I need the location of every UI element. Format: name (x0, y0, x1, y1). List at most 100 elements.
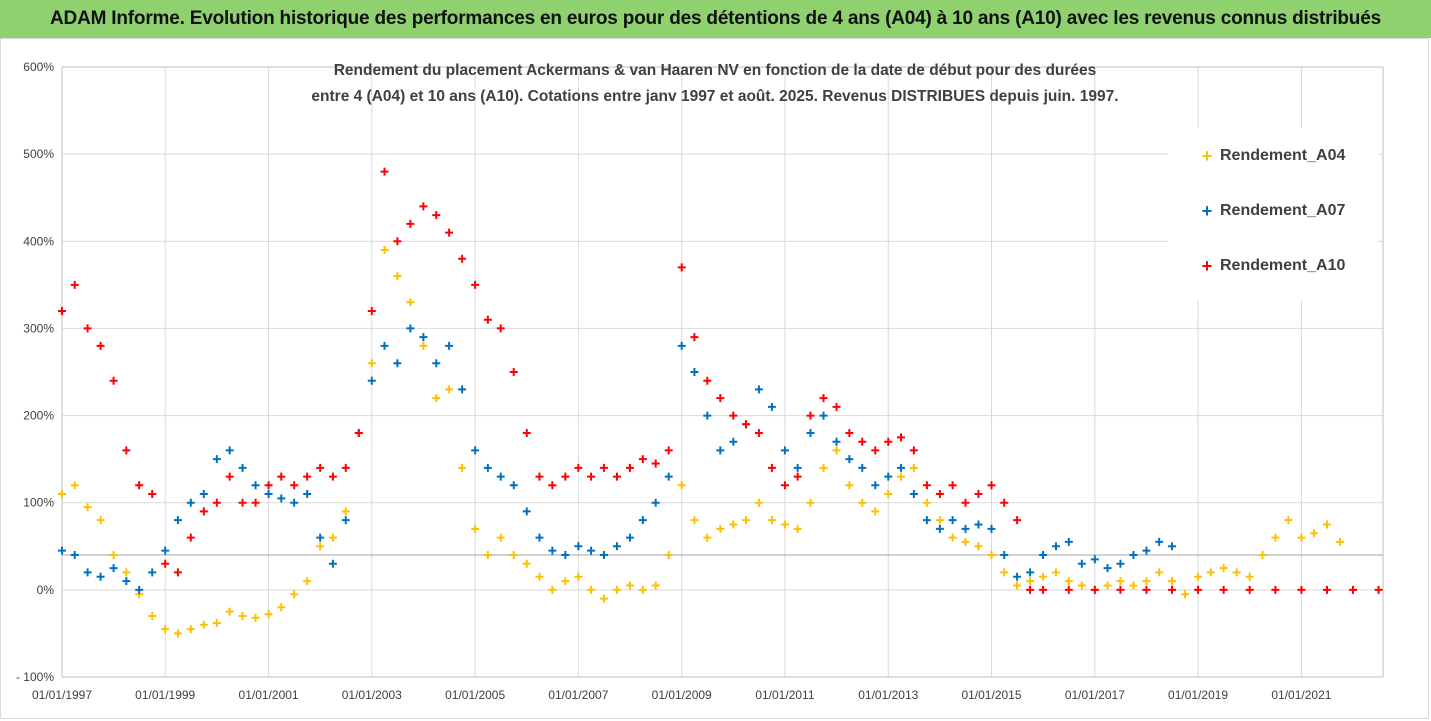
point-Rendement_A07-35 (509, 481, 518, 490)
point-Rendement_A04-70 (961, 537, 970, 546)
point-Rendement_A04-64 (884, 490, 893, 498)
chart-title-line-1: Rendement du placement Ackermans & van H… (333, 62, 1097, 79)
point-Rendement_A04-82 (1116, 577, 1125, 586)
point-Rendement_A10-58 (806, 411, 815, 420)
point-Rendement_A10-40 (574, 463, 583, 472)
point-Rendement_A10-13 (225, 472, 234, 481)
point-Rendement_A10-65 (897, 433, 906, 442)
point-Rendement_A07-26 (393, 359, 402, 368)
chart-frame (0, 38, 1429, 719)
point-Rendement_A07-21 (328, 559, 337, 568)
point-Rendement_A07-17 (277, 494, 286, 503)
point-Rendement_A04-72 (987, 551, 996, 559)
point-Rendement_A04-29 (432, 394, 441, 403)
point-Rendement_A07-62 (858, 463, 867, 472)
point-Rendement_A10-15 (251, 498, 260, 507)
point-Rendement_A07-10 (186, 498, 195, 507)
point-Rendement_A04-77 (1051, 568, 1060, 577)
point-Rendement_A10-16 (264, 481, 273, 490)
point-Rendement_A10-82 (1194, 585, 1203, 594)
point-Rendement_A04-58 (806, 498, 815, 507)
point-Rendement_A10-6 (135, 481, 144, 490)
point-Rendement_A07-16 (264, 490, 273, 498)
point-Rendement_A10-67 (922, 481, 931, 490)
point-Rendement_A04-55 (767, 516, 776, 525)
point-Rendement_A07-76 (1039, 551, 1048, 559)
point-Rendement_A10-66 (909, 446, 918, 455)
point-Rendement_A04-42 (599, 594, 608, 603)
point-Rendement_A04-37 (535, 572, 544, 581)
point-Rendement_A04-68 (935, 516, 944, 525)
x-tick-label-0: 01/01/1997 (32, 688, 92, 702)
point-Rendement_A04-67 (922, 498, 931, 507)
point-Rendement_A07-81 (1103, 564, 1112, 573)
point-Rendement_A04-75 (1026, 577, 1035, 586)
point-Rendement_A04-97 (1310, 529, 1319, 538)
point-Rendement_A04-1 (70, 481, 79, 490)
point-Rendement_A04-86 (1168, 577, 1177, 586)
point-Rendement_A04-59 (819, 463, 828, 472)
point-Rendement_A04-19 (303, 577, 312, 586)
point-Rendement_A04-27 (406, 298, 415, 307)
point-Rendement_A10-44 (625, 463, 634, 472)
point-Rendement_A10-10 (186, 533, 195, 542)
point-Rendement_A07-32 (471, 446, 480, 455)
point-Rendement_A07-63 (871, 481, 880, 490)
point-Rendement_A04-74 (1013, 581, 1022, 590)
point-Rendement_A04-47 (664, 551, 673, 559)
point-Rendement_A07-30 (445, 341, 454, 350)
point-Rendement_A10-35 (509, 368, 518, 376)
point-Rendement_A04-9 (173, 629, 182, 638)
point-Rendement_A10-45 (638, 455, 647, 464)
x-tick-label-11: 01/01/2019 (1168, 688, 1228, 702)
point-Rendement_A04-3 (96, 516, 105, 525)
x-tick-label-3: 01/01/2003 (342, 688, 402, 702)
point-Rendement_A04-89 (1206, 568, 1215, 577)
x-tick-label-1: 01/01/1999 (135, 688, 195, 702)
y-tick-label-0: 600% (23, 60, 54, 74)
point-Rendement_A04-63 (871, 507, 880, 516)
point-Rendement_A04-46 (651, 581, 660, 590)
point-Rendement_A07-33 (483, 463, 492, 472)
legend-label-a10: Rendement_A10 (1220, 257, 1346, 274)
series-Rendement_A10 (58, 167, 1383, 594)
point-Rendement_A10-76 (1039, 585, 1048, 594)
point-Rendement_A04-30 (445, 385, 454, 394)
point-Rendement_A07-54 (754, 385, 763, 394)
point-Rendement_A10-20 (316, 463, 325, 472)
x-tick-label-7: 01/01/2011 (755, 688, 814, 702)
point-Rendement_A04-5 (122, 568, 131, 577)
point-Rendement_A10-59 (819, 394, 828, 403)
y-tick-label-5: 100% (23, 496, 54, 510)
point-Rendement_A04-81 (1103, 581, 1112, 590)
point-Rendement_A04-96 (1297, 533, 1306, 542)
series-Rendement_A04 (58, 246, 1345, 638)
point-Rendement_A07-39 (561, 551, 570, 559)
x-tick-label-10: 01/01/2017 (1065, 688, 1125, 702)
point-Rendement_A07-78 (1064, 537, 1073, 546)
legend-label-a04: Rendement_A04 (1220, 147, 1346, 164)
legend-marker-a10: + (1201, 256, 1213, 276)
point-Rendement_A10-12 (212, 498, 221, 507)
point-Rendement_A10-74 (1013, 516, 1022, 525)
point-Rendement_A10-51 (716, 394, 725, 403)
point-Rendement_A07-42 (599, 551, 608, 559)
point-Rendement_A07-67 (922, 516, 931, 525)
point-Rendement_A04-44 (625, 581, 634, 590)
x-tick-label-8: 01/01/2013 (858, 688, 918, 702)
point-Rendement_A04-25 (380, 246, 389, 254)
point-Rendement_A10-25 (380, 167, 389, 176)
point-Rendement_A10-85 (1271, 585, 1280, 594)
point-Rendement_A07-52 (729, 437, 738, 446)
point-Rendement_A07-13 (225, 446, 234, 455)
point-Rendement_A04-41 (587, 585, 596, 594)
point-Rendement_A10-47 (664, 446, 673, 455)
legend-marker-a07: + (1201, 201, 1213, 221)
point-Rendement_A07-41 (587, 546, 596, 555)
point-Rendement_A10-71 (974, 490, 983, 498)
point-Rendement_A07-74 (1013, 572, 1022, 581)
point-Rendement_A07-73 (1000, 551, 1009, 559)
point-Rendement_A07-72 (987, 524, 996, 533)
point-Rendement_A04-24 (367, 359, 376, 368)
